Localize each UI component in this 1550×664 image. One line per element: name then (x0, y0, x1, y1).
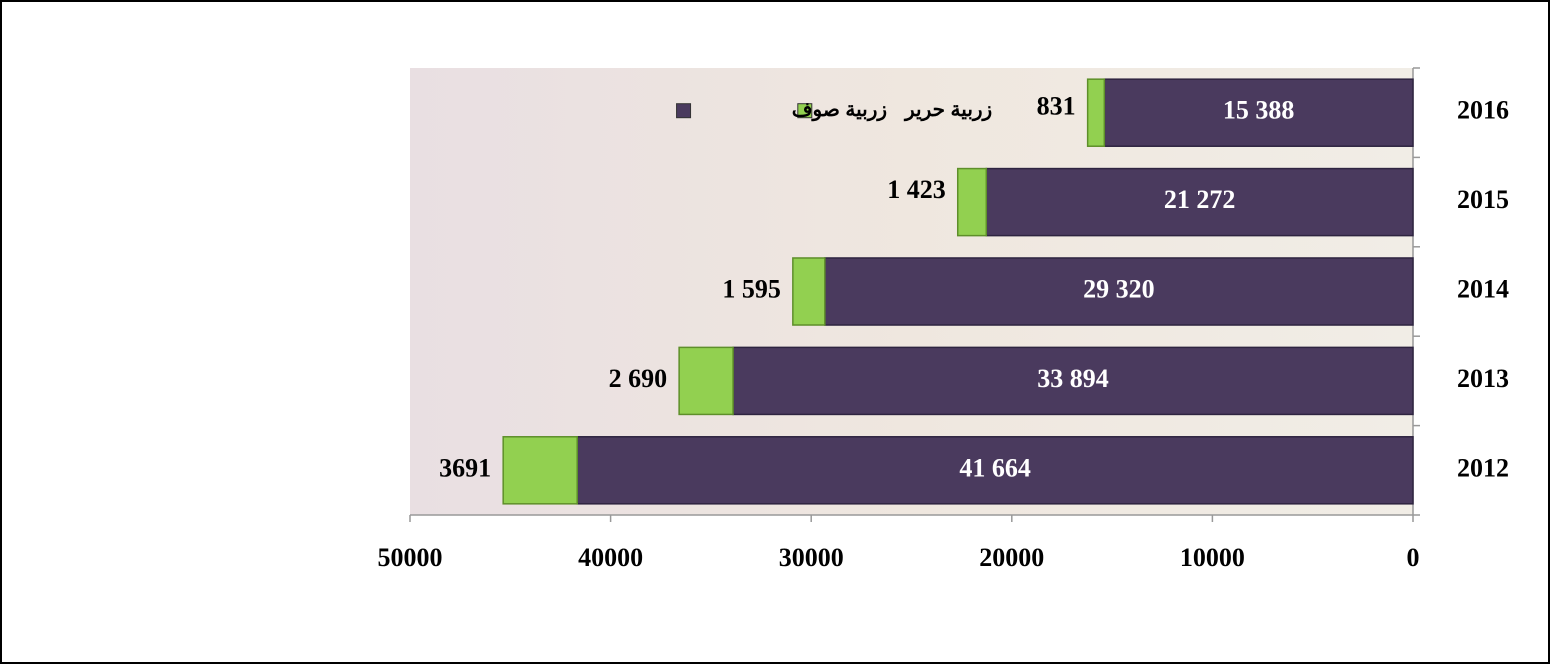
value-label: 29 320 (1083, 274, 1155, 303)
x-tick-label: 20000 (979, 543, 1044, 572)
value-label: 33 894 (1037, 364, 1109, 393)
value-label: 1 595 (722, 274, 781, 303)
value-label: 1 423 (887, 175, 946, 204)
legend-swatch (797, 103, 813, 119)
value-label: 21 272 (1164, 185, 1236, 214)
bar-segment (956, 167, 988, 237)
value-label: 831 (1037, 92, 1076, 121)
y-tick-label: 2016 (1457, 96, 1509, 125)
bar-segment (576, 436, 1414, 505)
bar-segment (678, 346, 734, 416)
x-tick-label: 50000 (378, 543, 443, 572)
legend-swatch (676, 103, 692, 119)
y-tick-label: 2012 (1457, 453, 1509, 482)
legend-label: زربية صوف (792, 99, 887, 122)
bar-segment (732, 346, 1414, 416)
x-tick-label: 0 (1407, 543, 1420, 572)
bar-segment (824, 257, 1414, 326)
y-tick-label: 2014 (1457, 274, 1509, 303)
value-label: 3691 (439, 453, 491, 482)
y-tick-label: 2015 (1457, 185, 1509, 214)
bar-segment (792, 257, 826, 326)
value-label: 41 664 (959, 453, 1031, 482)
bar-segment (1086, 78, 1106, 147)
x-tick-label: 40000 (578, 543, 643, 572)
legend-label: زربية حرير (903, 99, 992, 122)
bar-segment (502, 436, 578, 505)
x-tick-label: 10000 (1180, 543, 1245, 572)
x-tick-label: 30000 (779, 543, 844, 572)
value-label: 15 388 (1223, 96, 1295, 125)
value-label: 2 690 (609, 364, 668, 393)
y-tick-label: 2013 (1457, 364, 1509, 393)
